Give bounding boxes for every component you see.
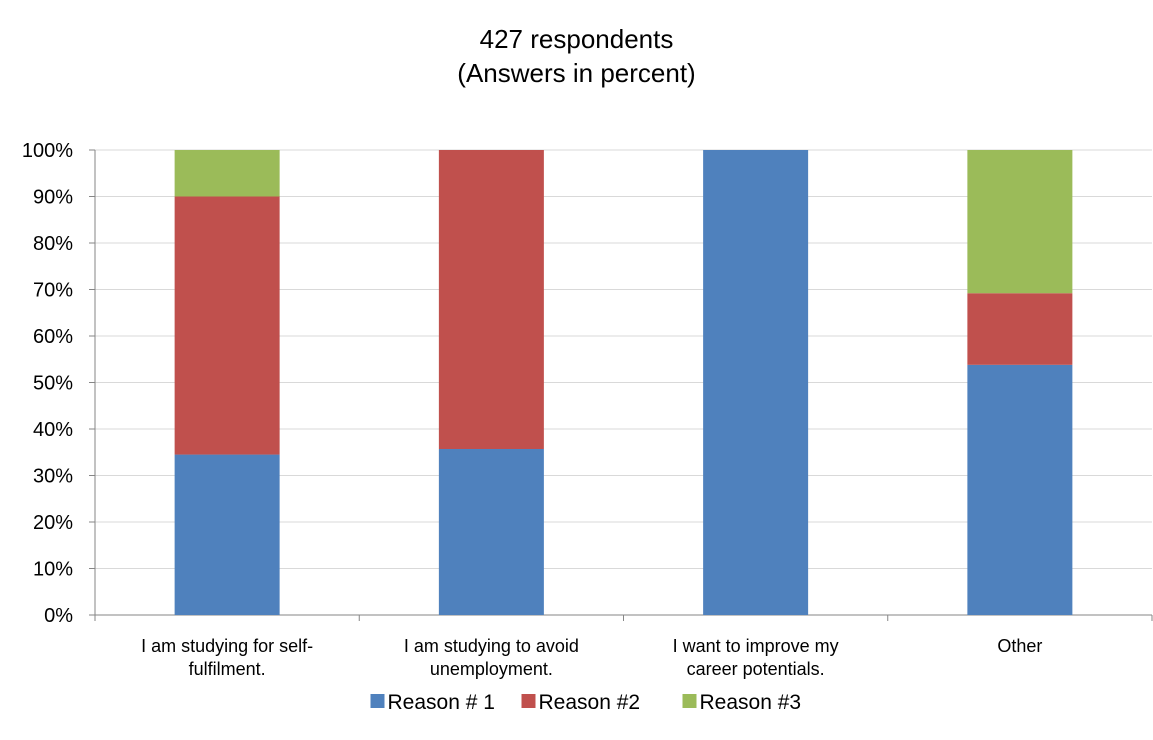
legend-item: Reason #3: [682, 691, 802, 714]
chart-title-line: 427 respondents: [479, 24, 674, 54]
legend-label: Reason #3: [700, 691, 802, 714]
bar-segment: [174, 150, 280, 197]
bar-segment: [967, 293, 1073, 365]
y-tick-label: 100%: [22, 140, 73, 162]
bar-segment: [174, 196, 280, 455]
y-tick-label: 0%: [44, 605, 73, 627]
bar-segment: [703, 150, 809, 615]
y-tick-label: 70%: [33, 280, 73, 302]
bar-segment: [174, 454, 280, 615]
x-category-label: I am studying for self-fulfilment.: [141, 636, 313, 679]
y-tick-label: 40%: [33, 419, 73, 441]
x-category-label: Other: [997, 636, 1042, 656]
bars: [174, 150, 1073, 615]
legend-label: Reason # 1: [388, 691, 495, 714]
x-axis-category-labels: I am studying for self-fulfilment. I am s…: [141, 636, 1042, 679]
y-tick-label: 60%: [33, 326, 73, 348]
y-axis-tick-labels: 0% 10% 20% 30% 40% 50% 60% 70% 80% 90% 100%: [22, 140, 73, 627]
y-tick-label: 10%: [33, 559, 73, 581]
legend-item: Reason # 1: [370, 691, 495, 714]
chart-subtitle-line: (Answers in percent): [457, 58, 696, 88]
bar-segment: [967, 364, 1073, 615]
bar-segment: [438, 448, 544, 615]
bar-segment: [967, 150, 1073, 294]
legend-swatch: [682, 694, 697, 708]
chart-title: 427 respondents (Answers in percent): [0, 22, 1153, 90]
y-tick-label: 90%: [33, 187, 73, 209]
y-tick-label: 20%: [33, 512, 73, 534]
x-category-label: I am studying to avoid unemployment.: [404, 636, 579, 679]
legend-item: Reason #2: [521, 691, 641, 714]
x-category-label: I want to improve my career potentials.: [673, 636, 839, 679]
y-tick-label: 80%: [33, 233, 73, 255]
y-tick-label: 30%: [33, 466, 73, 488]
legend: Reason # 1 Reason #2 Reason #3: [370, 691, 802, 714]
legend-swatch: [370, 694, 385, 708]
y-tick-label: 50%: [33, 373, 73, 395]
legend-label: Reason #2: [539, 691, 641, 714]
bar-segment: [438, 150, 544, 449]
legend-swatch: [521, 694, 536, 708]
